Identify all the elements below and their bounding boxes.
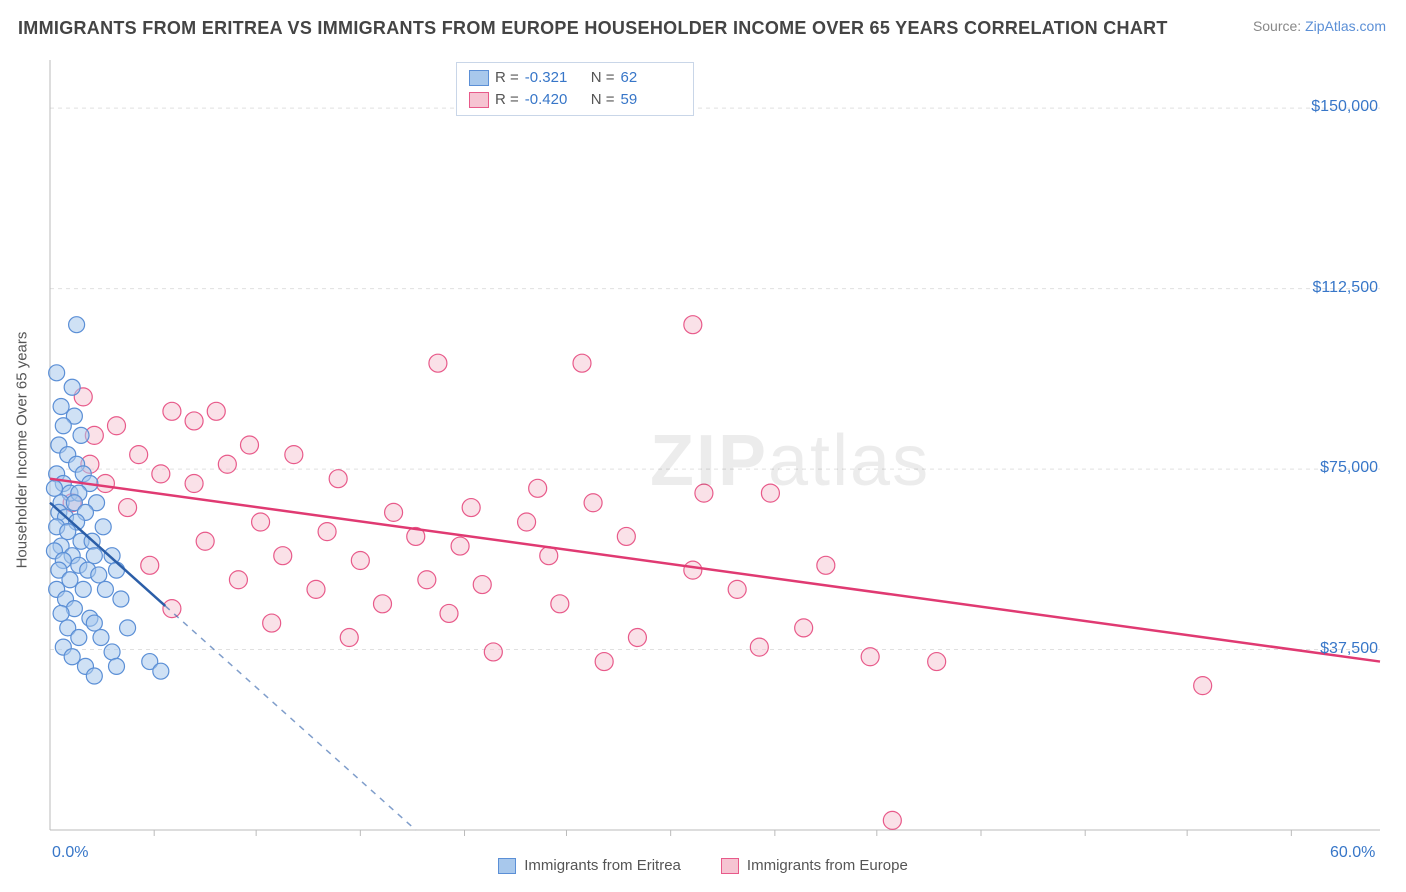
legend-swatch-0: [469, 70, 489, 86]
y-tick-label: $112,500: [1312, 279, 1378, 297]
x-tick-label: 0.0%: [52, 844, 88, 862]
legend-series-swatch-1: [721, 858, 739, 874]
legend-n-label-0: N =: [591, 67, 615, 89]
y-tick-label: $37,500: [1320, 640, 1378, 658]
legend-r-value-1: -0.420: [525, 89, 585, 111]
legend-series-box: Immigrants from Eritrea Immigrants from …: [0, 857, 1406, 874]
legend-correlation-box: R = -0.321 N = 62 R = -0.420 N = 59: [456, 62, 694, 116]
legend-series-1: Immigrants from Europe: [721, 857, 908, 874]
legend-row-1: R = -0.420 N = 59: [469, 89, 681, 111]
legend-n-value-0: 62: [621, 67, 681, 89]
legend-series-swatch-0: [498, 858, 516, 874]
x-tick-label: 60.0%: [1330, 844, 1375, 862]
legend-r-value-0: -0.321: [525, 67, 585, 89]
legend-series-0: Immigrants from Eritrea: [498, 857, 681, 874]
scatter-chart-svg: [0, 0, 1406, 892]
legend-series-label-0: Immigrants from Eritrea: [524, 857, 681, 874]
legend-r-label-1: R =: [495, 89, 519, 111]
legend-n-label-1: N =: [591, 89, 615, 111]
chart-container: IMMIGRANTS FROM ERITREA VS IMMIGRANTS FR…: [0, 0, 1406, 892]
y-tick-label: $75,000: [1320, 459, 1378, 477]
y-tick-label: $150,000: [1311, 98, 1378, 116]
legend-r-label-0: R =: [495, 67, 519, 89]
legend-swatch-1: [469, 92, 489, 108]
legend-row-0: R = -0.321 N = 62: [469, 67, 681, 89]
legend-series-label-1: Immigrants from Europe: [747, 857, 908, 874]
legend-n-value-1: 59: [621, 89, 681, 111]
